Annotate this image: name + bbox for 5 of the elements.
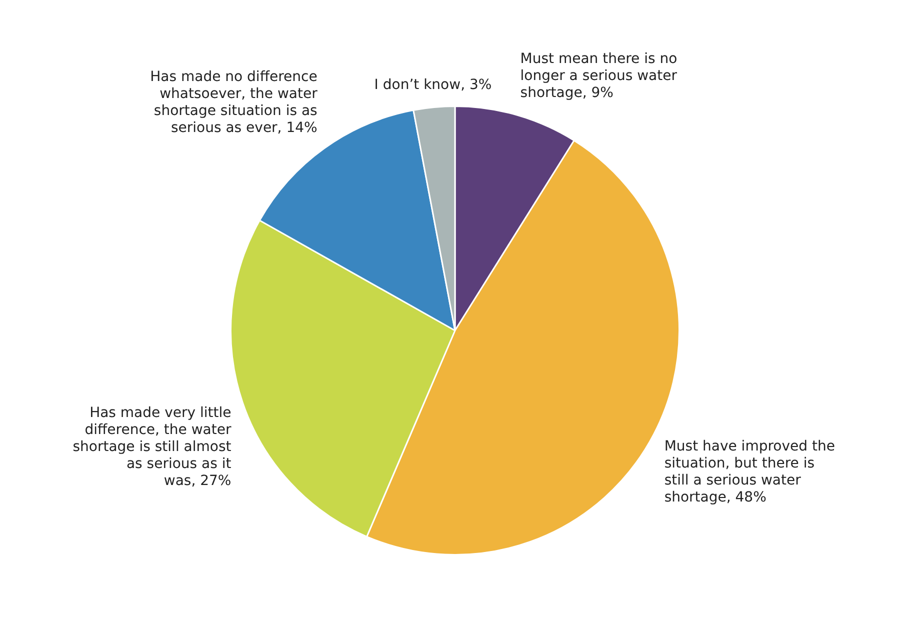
- slice-label: Must have improved the situation, but there is still a serious water shortage, 48%: [664, 438, 835, 506]
- slice-label: I don’t know, 3%: [374, 76, 492, 93]
- slice-label: Has made no difference whatsoever, the water shortage situation is as serious as ever, 14%: [150, 69, 318, 136]
- slice-label: Has made very little difference, the water shortage is still almost as serious as it was, 27%: [72, 404, 232, 489]
- slice-label: Must mean there is no longer a serious water shortage, 9%: [520, 51, 678, 102]
